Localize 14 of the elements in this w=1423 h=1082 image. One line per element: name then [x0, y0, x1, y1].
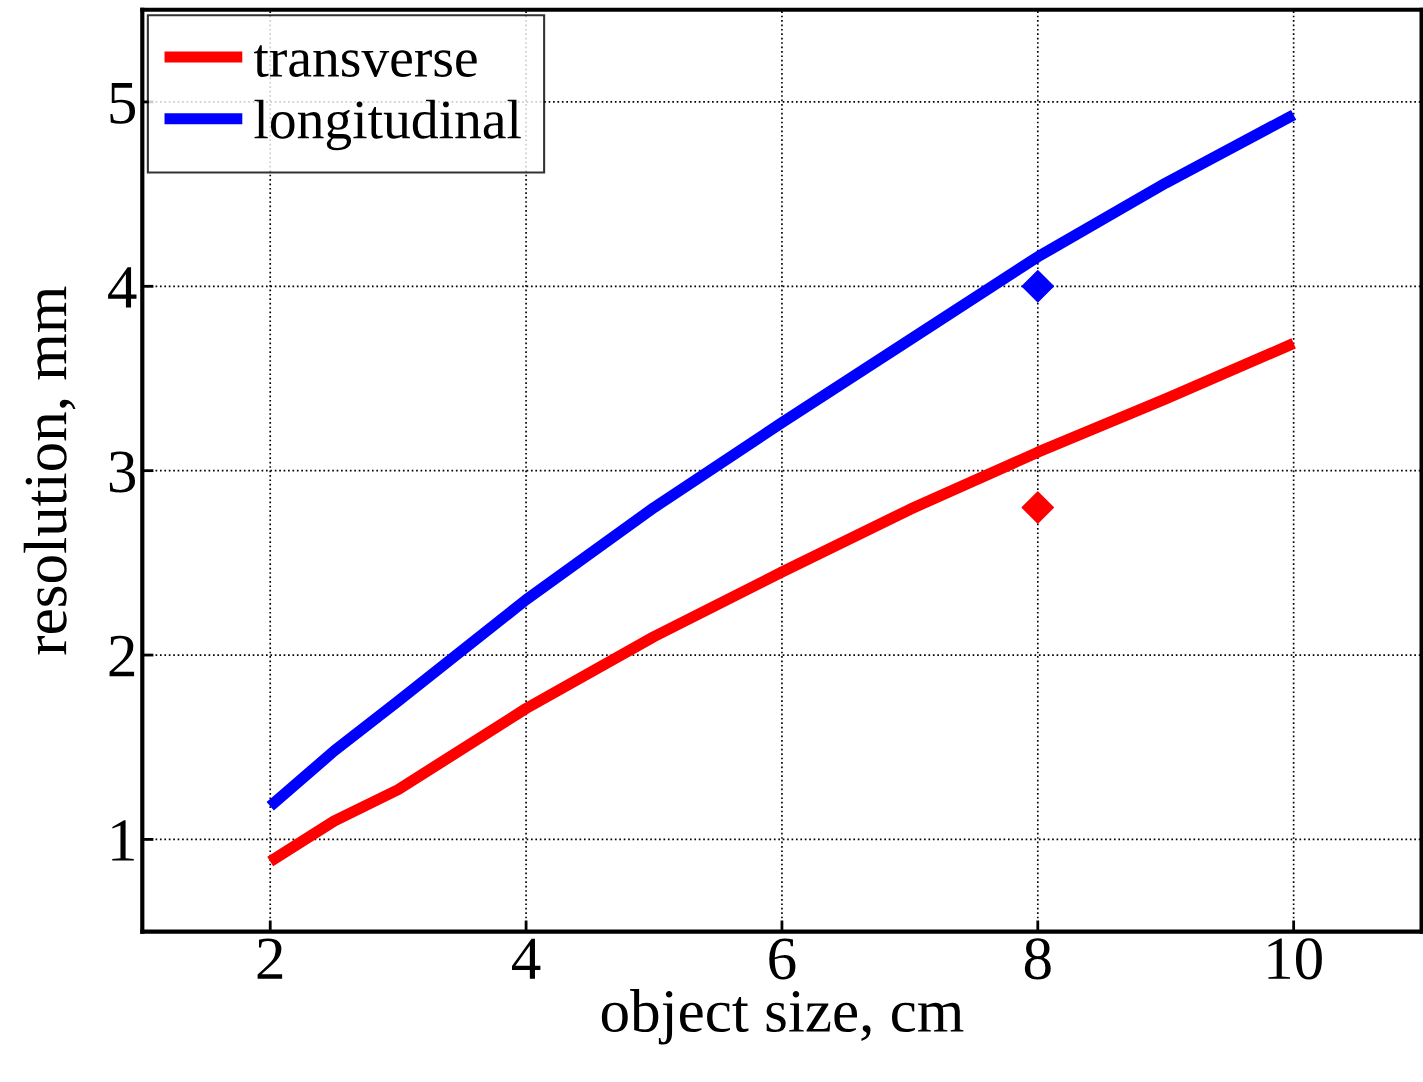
y-tick-label: 5 — [110, 83, 136, 124]
x-tick-label: 4 — [512, 938, 541, 979]
x-tick-label: 2 — [257, 938, 283, 979]
y-tick-label: 3 — [109, 451, 136, 493]
y-axis-title: resolution, mm — [23, 286, 76, 655]
legend-label: transverse — [253, 45, 477, 77]
legend-label: longitudinal — [254, 99, 521, 151]
x-axis-title: object size, cm — [601, 989, 964, 1045]
x-tick-label: 8 — [1024, 938, 1051, 980]
x-tick-label: 6 — [769, 938, 796, 980]
x-tick-label: 10 — [1268, 938, 1322, 980]
y-tick-label: 2 — [109, 635, 135, 677]
y-tick-label: 4 — [108, 267, 137, 308]
y-tick-label: 1 — [112, 820, 134, 861]
